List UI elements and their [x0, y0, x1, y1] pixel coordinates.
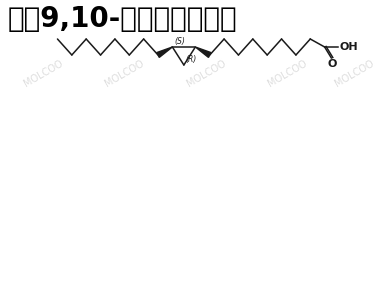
Text: (R): (R) [186, 55, 197, 64]
Polygon shape [157, 47, 172, 57]
Text: MOLCOO: MOLCOO [266, 58, 309, 88]
Text: MOLCOO: MOLCOO [22, 58, 64, 88]
Text: MOLCOO: MOLCOO [103, 58, 146, 88]
Text: MOLCOO: MOLCOO [184, 58, 227, 88]
Text: OH: OH [339, 42, 358, 52]
Text: (S): (S) [174, 37, 185, 46]
Text: MOLCOO: MOLCOO [333, 58, 376, 88]
Text: O: O [328, 59, 337, 69]
Polygon shape [195, 47, 211, 57]
Text: 顺式9,10-亚甲基十八烷酸: 顺式9,10-亚甲基十八烷酸 [8, 5, 237, 33]
